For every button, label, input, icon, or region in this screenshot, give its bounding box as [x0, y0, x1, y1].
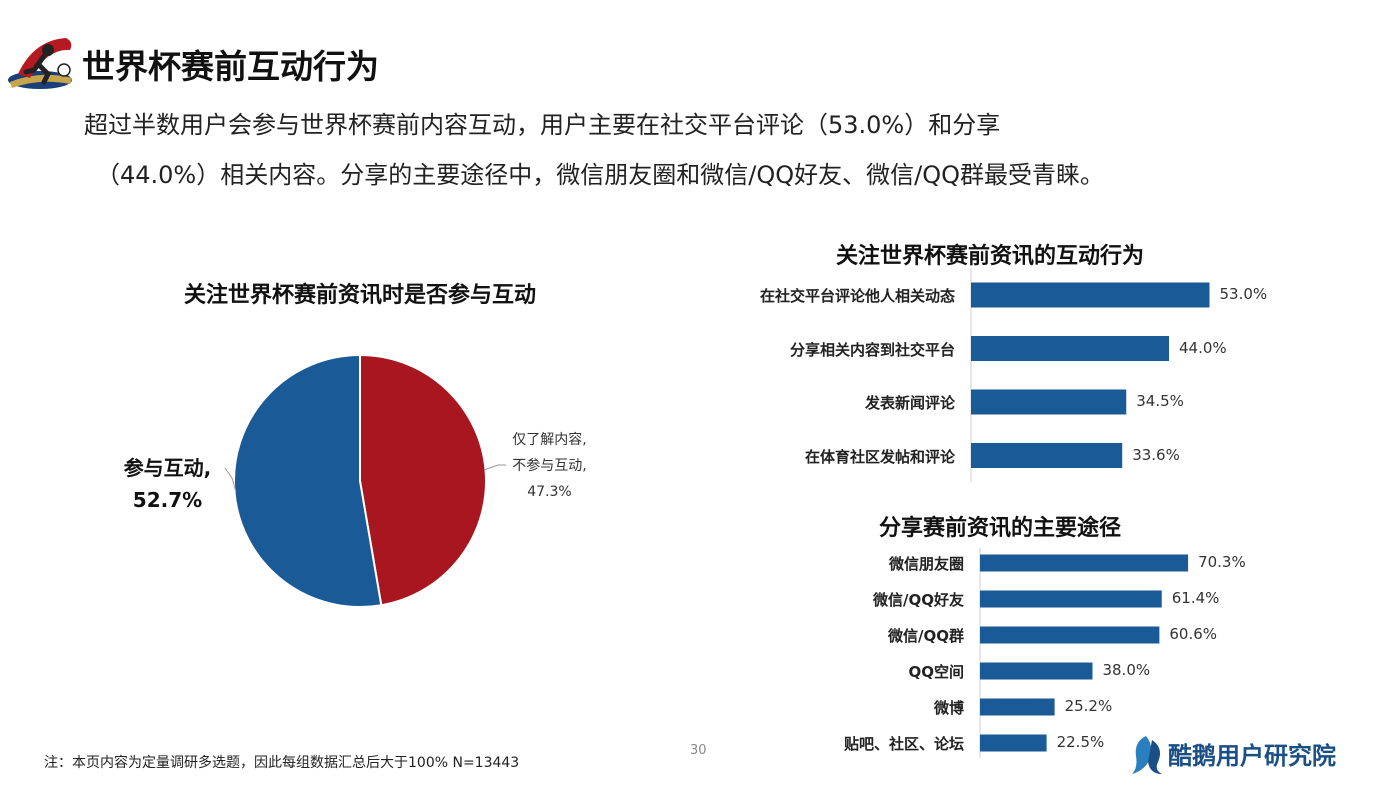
bar: [980, 698, 1055, 716]
bar-category-label: 在体育社区发帖和评论: [804, 447, 955, 466]
pie-label-line: 不参与互动,: [512, 458, 587, 474]
bar-category-label: 贴吧、社区、论坛: [843, 735, 964, 753]
bar-value-label: 70.3%: [1198, 553, 1246, 571]
bar: [971, 336, 1169, 361]
pie-chart-title: 关注世界杯赛前资讯时是否参与互动: [183, 283, 536, 308]
worldcup-logo-icon: [8, 38, 72, 89]
bar-value-label: 25.2%: [1064, 697, 1113, 715]
pie-label-not-participate: 仅了解内容, 不参与互动, 47.3%: [492, 427, 607, 505]
bar-category-label: QQ空间: [908, 663, 964, 681]
bar-category-label: 微博: [933, 699, 964, 717]
bar-value-label: 33.6%: [1132, 445, 1180, 464]
bar-value-label: 38.0%: [1102, 661, 1151, 679]
penguin-logo-icon: [1132, 736, 1162, 774]
pie-label-line: 仅了解内容,: [512, 432, 587, 448]
bar: [971, 282, 1210, 308]
pie-label-value: 47.3%: [527, 484, 572, 500]
bar: [980, 662, 1093, 680]
footnote: 注：本页内容为定量调研多选题，因此每组数据汇总后大于100% N=13443: [44, 755, 520, 771]
brand-name: 酷鹅用户研究院: [1168, 742, 1336, 770]
page-title: 世界杯赛前互动行为: [82, 47, 379, 86]
bar: [980, 626, 1160, 644]
bar-value-label: 34.5%: [1136, 392, 1184, 410]
subtitle-line-2: （44.0%）相关内容。分享的主要途径中，微信朋友圈和微信/QQ好友、微信/QQ…: [96, 161, 1104, 189]
bar-chart-2-title: 分享赛前资讯的主要途径: [878, 516, 1121, 541]
bar-value-label: 22.5%: [1056, 733, 1105, 751]
pie-leader-line: [483, 464, 506, 471]
bar-value-label: 60.6%: [1169, 625, 1218, 643]
pie-slice-not-participate: [359, 353, 487, 607]
bar-category-label: 发表新闻评论: [864, 394, 955, 412]
bar: [971, 443, 1123, 468]
pie-label-line: 参与互动,: [123, 456, 212, 480]
bar-category-label: 在社交平台评论他人相关动态: [759, 287, 955, 305]
bar-value-label: 61.4%: [1171, 589, 1220, 607]
bar-value-label: 53.0%: [1219, 285, 1268, 303]
pie-label-participate: 参与互动, 52.7%: [110, 452, 225, 516]
subtitle-line-1: 超过半数用户会参与世界杯赛前内容互动，用户主要在社交平台评论（53.0%）和分享: [84, 111, 1001, 139]
bar: [971, 389, 1127, 415]
pie-label-value: 52.7%: [132, 488, 203, 512]
pie-slice-participate: [233, 353, 383, 608]
bar: [980, 590, 1162, 608]
bar-chart-1-title: 关注世界杯赛前资讯的互动行为: [835, 244, 1144, 269]
bar: [980, 554, 1189, 572]
page-number: 30: [690, 743, 707, 758]
bar-category-label: 微信/QQ好友: [873, 591, 964, 609]
bar-category-label: 分享相关内容到社交平台: [789, 340, 955, 359]
bar-category-label: 微信/QQ群: [888, 627, 964, 645]
pie-leader-line: [224, 467, 237, 493]
bar-category-label: 微信朋友圈: [888, 555, 964, 573]
bar-value-label: 44.0%: [1179, 338, 1227, 357]
bar: [980, 734, 1047, 752]
